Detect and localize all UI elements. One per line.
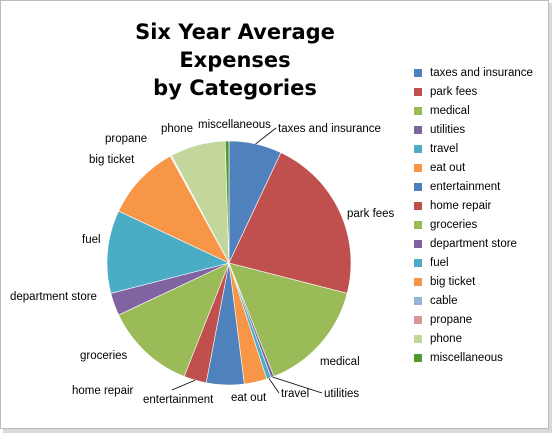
legend-item-groceries: groceries — [414, 215, 533, 234]
legend-swatch — [414, 258, 422, 267]
leader-line-utilities — [272, 376, 323, 394]
legend-item-park-fees: park fees — [414, 82, 533, 101]
legend-swatch — [414, 220, 422, 229]
legend-label: medical — [430, 104, 470, 117]
legend-label: propane — [430, 313, 473, 326]
legend-swatch — [414, 68, 422, 77]
pie-label-park-fees: park fees — [347, 208, 395, 220]
pie-label-fuel: fuel — [82, 234, 101, 246]
legend-label: utilities — [430, 123, 466, 136]
leader-line-taxes-and-insurance — [255, 127, 277, 145]
pie-label-miscellaneous: miscellaneous — [198, 119, 271, 131]
pie-label-travel: travel — [281, 388, 309, 400]
legend-item-phone: phone — [414, 329, 533, 348]
frame-shadow-right — [549, 3, 552, 432]
legend-swatch — [414, 87, 422, 96]
legend-label: fuel — [430, 256, 449, 269]
pie-slice-big-ticket — [118, 155, 230, 264]
pie-slice-fuel — [106, 210, 230, 294]
pie-label-department-store: department store — [10, 291, 97, 303]
legend-label: park fees — [430, 85, 478, 98]
legend-item-propane: propane — [414, 310, 533, 329]
pie-label-big-ticket: big ticket — [89, 154, 135, 166]
legend-swatch — [414, 277, 422, 286]
frame-shadow-bottom — [3, 429, 552, 433]
pie-slice-park-fees — [228, 152, 352, 294]
legend-item-big-ticket: big ticket — [414, 272, 533, 291]
legend-swatch — [414, 163, 422, 172]
pie-slice-miscellaneous — [224, 140, 230, 264]
legend-item-utilities: utilities — [414, 120, 533, 139]
legend-item-taxes-and-insurance: taxes and insurance — [414, 63, 533, 82]
legend-swatch — [414, 239, 422, 248]
chart-title: Six Year Average Expenses — [135, 20, 335, 72]
pie-label-entertainment: entertainment — [143, 394, 214, 406]
pie-label-taxes-and-insurance: taxes and insurance — [278, 123, 381, 135]
legend-swatch — [414, 182, 422, 191]
legend-label: taxes and insurance — [430, 66, 533, 79]
leader-line-home-repair — [171, 379, 196, 391]
pie-label-home-repair: home repair — [72, 385, 134, 397]
legend-item-cable: cable — [414, 291, 533, 310]
legend-item-fuel: fuel — [414, 253, 533, 272]
legend-swatch — [414, 353, 422, 362]
legend-label: miscellaneous — [430, 351, 503, 364]
pie-label-groceries: groceries — [80, 350, 128, 362]
legend-item-entertainment: entertainment — [414, 177, 533, 196]
pie-label-utilities: utilities — [324, 388, 359, 400]
legend-swatch — [414, 315, 422, 324]
pie-label-propane: propane — [105, 133, 147, 145]
pie-label-phone: phone — [161, 123, 193, 135]
legend-swatch — [414, 201, 422, 210]
legend-label: groceries — [430, 218, 478, 231]
pie-slice-groceries — [118, 262, 230, 377]
chart-title-block: Six Year Average Expenses by Categories — [90, 18, 380, 102]
legend-label: phone — [430, 332, 462, 345]
legend-item-home-repair: home repair — [414, 196, 533, 215]
legend-label: travel — [430, 142, 459, 155]
legend-item-department-store: department store — [414, 234, 533, 253]
legend-swatch — [414, 296, 422, 305]
legend-label: home repair — [430, 199, 492, 212]
legend-swatch — [414, 334, 422, 343]
legend-item-travel: travel — [414, 139, 533, 158]
legend-swatch — [414, 106, 422, 115]
chart-subtitle: by Categories — [153, 76, 317, 100]
chart-legend: taxes and insurance park fees medical utili… — [414, 63, 533, 367]
pie-label-eat-out: eat out — [231, 392, 267, 404]
legend-label: big ticket — [430, 275, 476, 288]
legend-label: cable — [430, 294, 458, 307]
legend-swatch — [414, 125, 422, 134]
leader-line-travel — [268, 378, 280, 394]
legend-label: entertainment — [430, 180, 501, 193]
pie-slice-medical — [228, 262, 348, 377]
legend-swatch — [414, 144, 422, 153]
legend-item-miscellaneous: miscellaneous — [414, 348, 533, 367]
legend-label: eat out — [430, 161, 466, 174]
legend-item-eat-out: eat out — [414, 158, 533, 177]
pie-label-medical: medical — [320, 356, 360, 368]
legend-label: department store — [430, 237, 517, 250]
legend-item-medical: medical — [414, 101, 533, 120]
